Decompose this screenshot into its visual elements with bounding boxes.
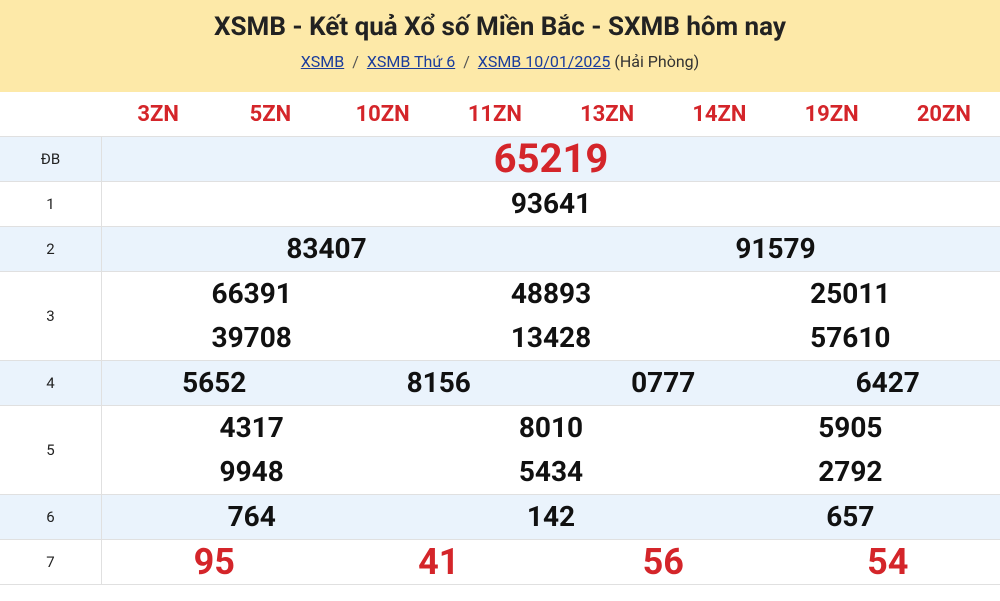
code: 14ZN — [692, 101, 747, 127]
breadcrumb-link[interactable]: XSMB Thứ 6 — [366, 52, 456, 71]
prize-number: 57610 — [810, 321, 891, 354]
prize-number: 6427 — [855, 366, 920, 399]
prize-row: 2 83407 91579 — [0, 227, 1000, 272]
prize-label: ĐB — [0, 137, 102, 181]
prize-label: 7 — [0, 540, 102, 584]
prize-label: 5 — [0, 406, 102, 494]
prize-number: 764 — [227, 500, 276, 533]
breadcrumb-link[interactable]: XSMB — [300, 52, 345, 71]
breadcrumbs: XSMB / XSMB Thứ 6 / XSMB 10/01/2025 (Hải Phò… — [0, 52, 1000, 71]
prize-row: 4 5652 8156 0777 6427 — [0, 361, 1000, 406]
code: 19ZN — [804, 101, 859, 127]
prize-number: 0777 — [631, 366, 696, 399]
prize-row: 5 4317 8010 5905 9948 5434 2792 — [0, 406, 1000, 495]
separator: / — [463, 52, 470, 71]
prize-number: 25011 — [810, 277, 891, 310]
prize-number: 5652 — [182, 366, 247, 399]
code: 3ZN — [137, 101, 179, 127]
prize-row: 7 95 41 56 54 — [0, 540, 1000, 585]
page-title: XSMB - Kết quả Xổ số Miền Bắc - SXMB hôm… — [214, 12, 786, 42]
prize-numbers: 65219 — [102, 137, 1000, 181]
breadcrumb-link[interactable]: XSMB 10/01/2025 — [477, 52, 611, 71]
prize-numbers: 4317 8010 5905 9948 5434 2792 — [102, 406, 1000, 494]
prize-number: 48893 — [510, 277, 592, 310]
prize-number: 5434 — [518, 455, 584, 488]
prize-number: 8156 — [406, 366, 471, 399]
separator: / — [352, 52, 359, 71]
prize-number: 9948 — [219, 455, 284, 488]
code: 13ZN — [580, 101, 635, 127]
prize-numbers: 83407 91579 — [102, 227, 1000, 271]
prize-number: 66391 — [211, 277, 292, 310]
prize-numbers: 95 41 56 54 — [102, 540, 1000, 584]
prize-number: 93641 — [510, 187, 592, 220]
results-table: 3ZN 5ZN 10ZN 11ZN 13ZN 14ZN 19ZN 20ZN ĐB 65219 1 93… — [0, 92, 1000, 585]
prize-label: 2 — [0, 227, 102, 271]
prize-number: 5905 — [818, 411, 883, 444]
prize-number: 56 — [642, 541, 684, 583]
prize-numbers: 764 142 657 — [102, 495, 1000, 539]
prize-label: 6 — [0, 495, 102, 539]
code: 5ZN — [249, 101, 292, 127]
prize-number: 8010 — [518, 411, 584, 444]
code: 11ZN — [467, 101, 522, 127]
code-row: 3ZN 5ZN 10ZN 11ZN 13ZN 14ZN 19ZN 20ZN — [0, 92, 1000, 137]
code: 10ZN — [355, 101, 410, 127]
prize-numbers: 5652 8156 0777 6427 — [102, 361, 1000, 405]
prize-number: 13428 — [510, 321, 592, 354]
code: 20ZN — [916, 101, 971, 127]
province: (Hải Phòng) — [614, 52, 700, 71]
prize-row: 3 66391 48893 25011 39708 13428 57610 — [0, 272, 1000, 361]
prize-number: 657 — [826, 500, 875, 533]
prize-label: 1 — [0, 182, 102, 226]
prize-number: 4317 — [219, 411, 284, 444]
prize-number: 54 — [867, 541, 909, 583]
prize-number: 91579 — [735, 232, 816, 265]
prize-label: 3 — [0, 272, 102, 360]
prize-row: ĐB 65219 — [0, 137, 1000, 182]
prize-numbers: 66391 48893 25011 39708 13428 57610 — [102, 272, 1000, 360]
header: XSMB - Kết quả Xổ số Miền Bắc - SXMB hôm… — [0, 0, 1000, 92]
prize-number: 95 — [193, 541, 235, 583]
prize-number: 142 — [526, 500, 576, 533]
prize-number: 41 — [418, 541, 460, 583]
prize-number: 83407 — [286, 232, 367, 265]
prize-row: 6 764 142 657 — [0, 495, 1000, 540]
prize-numbers: 93641 — [102, 182, 1000, 226]
prize-row: 1 93641 — [0, 182, 1000, 227]
prize-number: 2792 — [818, 455, 883, 488]
prize-number: 39708 — [211, 321, 292, 354]
prize-number: 65219 — [493, 135, 609, 182]
prize-label: 4 — [0, 361, 102, 405]
